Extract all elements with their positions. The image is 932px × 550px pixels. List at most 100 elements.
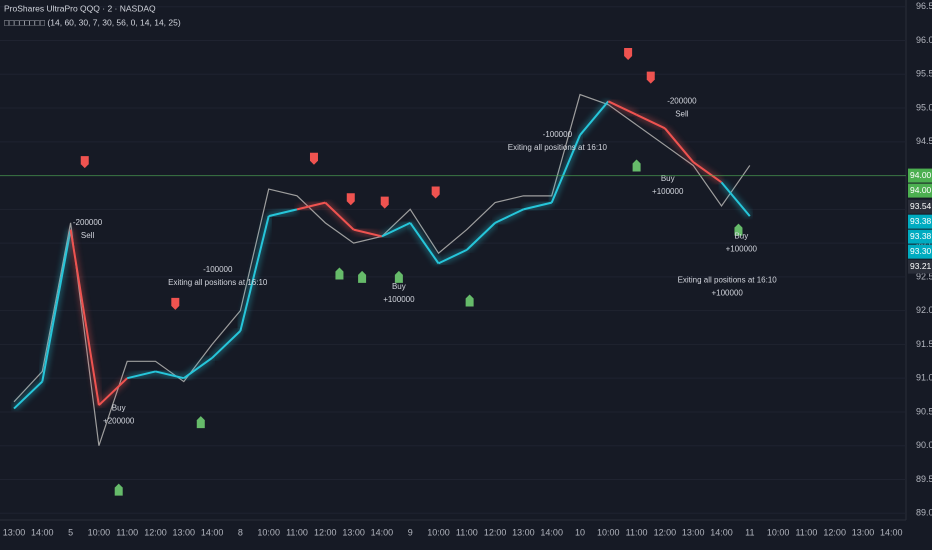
y-tick-label: 96.00 (916, 35, 932, 45)
annotation: Exiting all positions at 16:10 (508, 143, 608, 152)
buy-signal (335, 267, 344, 280)
price-label-box (908, 214, 932, 229)
trend-line (98, 377, 128, 406)
trend-line (636, 113, 666, 130)
sell-signal (346, 193, 355, 206)
buy-signal (394, 270, 403, 283)
annotation: -200000 (667, 96, 697, 105)
trend-line (155, 370, 185, 380)
x-tick-label: 13:00 (173, 527, 196, 537)
sell-signal (646, 71, 655, 84)
annotation: Exiting all positions at 16:10 (678, 275, 778, 284)
x-tick-label: 13:00 (682, 527, 705, 537)
x-tick-label: 14:00 (31, 527, 54, 537)
annotation: Sell (675, 109, 689, 118)
x-tick-label: 14:00 (710, 527, 733, 537)
chart-title: ProShares UltraPro QQQ · 2 · NASDAQ (4, 3, 156, 13)
trend-line (438, 248, 468, 265)
x-tick-label: 12:00 (144, 527, 167, 537)
trend-line (692, 161, 723, 184)
price-label-box (908, 183, 932, 198)
buy-signal (358, 270, 367, 283)
buy-signal (196, 416, 205, 429)
trend-line (579, 100, 610, 136)
trend-line (324, 201, 355, 231)
price-label-box (908, 229, 932, 244)
trend-line (13, 380, 43, 410)
x-tick-label: 12:00 (314, 527, 337, 537)
buy-signal (734, 223, 743, 236)
trend-line (381, 221, 411, 238)
price-label: 94.00 (910, 170, 932, 180)
x-tick-label: 12:00 (823, 527, 846, 537)
annotation: Buy (661, 174, 675, 183)
x-tick-label: 9 (408, 527, 413, 537)
y-tick-label: 92.50 (916, 271, 932, 281)
trend-line (466, 222, 496, 251)
x-tick-label: 14:00 (880, 527, 903, 537)
x-tick-label: 11:00 (626, 527, 648, 537)
price-label-box (908, 259, 932, 274)
annotation: Buy (112, 404, 126, 413)
x-tick-label: 5 (68, 527, 73, 537)
annotation: -100000 (203, 265, 233, 274)
y-tick-label: 90.00 (916, 440, 932, 450)
y-tick-label: 91.00 (916, 373, 932, 383)
sell-signal (380, 196, 389, 209)
price-label: 93.54 (910, 201, 932, 211)
price-label: 93.38 (910, 231, 932, 241)
sell-signal (624, 48, 633, 61)
trend-line (183, 357, 213, 379)
trend-line (41, 229, 72, 382)
price-line (13, 93, 751, 446)
sell-signal (309, 152, 318, 165)
x-tick-label: 10:00 (427, 527, 450, 537)
trend-line (720, 181, 751, 217)
trend-line (494, 208, 524, 224)
x-tick-label: 12:00 (484, 527, 507, 537)
x-tick-label: 13:00 (3, 527, 26, 537)
price-label-box (908, 244, 932, 259)
price-label: 94.00 (910, 185, 932, 195)
x-tick-label: 8 (238, 527, 243, 537)
trend-line (126, 370, 156, 380)
plot (11, 93, 753, 446)
trend-line (296, 201, 326, 211)
x-tick-label: 10:00 (597, 527, 620, 537)
annotation: +100000 (726, 244, 758, 253)
y-tick-label: 91.50 (916, 339, 932, 349)
x-tick-label: 14:00 (540, 527, 563, 537)
sell-signal (80, 156, 89, 169)
y-tick-label: 89.00 (916, 508, 932, 518)
sell-signal (431, 186, 440, 199)
x-tick-label: 11:00 (116, 527, 138, 537)
annotation: -200000 (73, 218, 103, 227)
trend-line (550, 134, 581, 203)
indicator-legend: □□□□□□□□ (14, 60, 30, 7, 30, 56, 0, 14, … (4, 17, 181, 27)
buy-signal (465, 294, 474, 307)
y-tick-label: 89.50 (916, 474, 932, 484)
x-tick-label: 10:00 (88, 527, 111, 537)
trend-line (607, 100, 638, 116)
annotation: +200000 (103, 417, 135, 426)
x-tick-label: 10:00 (767, 527, 790, 537)
price-label: 93.38 (910, 216, 932, 226)
trend-line (409, 222, 440, 264)
y-tick-label: 90.50 (916, 406, 932, 416)
annotation: +100000 (652, 187, 684, 196)
price-label: 93.30 (910, 246, 932, 256)
annotation: Sell (81, 231, 95, 240)
trend-line (353, 228, 383, 238)
x-tick-label: 13:00 (852, 527, 875, 537)
x-tick-label: 12:00 (654, 527, 677, 537)
x-tick-label: 10 (575, 527, 585, 537)
x-tick-label: 11 (745, 527, 754, 537)
buy-signal (114, 483, 123, 496)
trend-line (523, 201, 552, 211)
trend-line (211, 330, 242, 359)
trend-line (239, 215, 270, 332)
x-tick-label: 14:00 (201, 527, 224, 537)
x-tick-label: 10:00 (257, 527, 280, 537)
